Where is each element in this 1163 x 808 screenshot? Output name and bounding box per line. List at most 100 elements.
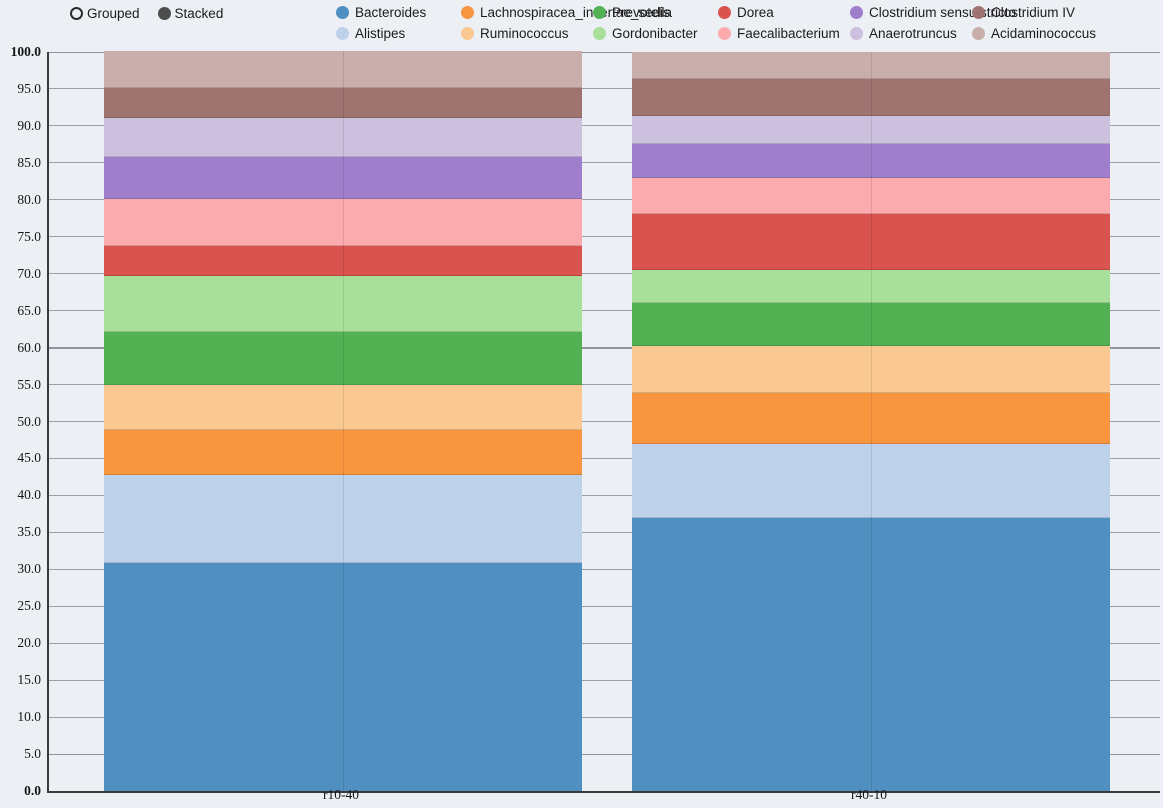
legend-swatch-icon: [850, 27, 863, 40]
y-axis-tick-label: 5.0: [24, 746, 41, 762]
display-mode-group: Grouped Stacked: [70, 6, 223, 21]
segment-divider: [104, 562, 582, 564]
y-axis-tick-label: 30.0: [17, 561, 41, 577]
legend-item-ruminococcus[interactable]: Ruminococcus: [461, 26, 569, 41]
bar-segment[interactable]: [632, 518, 1110, 791]
y-axis-tick-label: 60.0: [17, 339, 41, 355]
bar-midline: [871, 52, 872, 791]
segment-divider: [104, 474, 582, 476]
y-axis-tick-label: 80.0: [17, 191, 41, 207]
mode-stacked-label: Stacked: [174, 6, 224, 21]
gridline: [49, 310, 1160, 312]
legend-label: Faecalibacterium: [737, 26, 840, 41]
legend-swatch-icon: [336, 27, 349, 40]
y-axis-tick-label: 10.0: [17, 709, 41, 725]
gridline: [49, 642, 1160, 644]
legend-swatch-icon: [972, 27, 985, 40]
segment-divider: [632, 212, 1110, 214]
radio-selected-icon[interactable]: [157, 7, 171, 20]
plot-area: [47, 51, 1160, 793]
bar-segment[interactable]: [632, 270, 1110, 304]
gridline: [49, 88, 1160, 90]
legend-label: Alistipes: [355, 26, 406, 41]
gridline: [49, 421, 1160, 422]
legend-label: Bacteroides: [355, 5, 427, 20]
legend-label: Acidaminococcus: [991, 26, 1097, 41]
legend-item-acidaminococcus[interactable]: Acidaminococcus: [972, 26, 1096, 41]
gridline: [49, 568, 1160, 570]
legend-item-dorea[interactable]: Dorea: [718, 5, 774, 20]
gridline: [49, 494, 1160, 496]
segment-divider: [632, 78, 1110, 80]
segment-divider: [632, 392, 1110, 394]
segment-divider: [104, 429, 582, 431]
gridline: [49, 605, 1160, 607]
bar-segment[interactable]: [104, 430, 582, 476]
bar-r10-40[interactable]: [104, 51, 582, 791]
legend-label: Lachnospiracea_incertae_sedis: [480, 5, 670, 20]
x-axis-tick-label: r10-40: [323, 787, 359, 802]
legend-swatch-icon: [593, 6, 606, 19]
legend-item-faecalibacterium[interactable]: Faecalibacterium: [718, 26, 840, 41]
bar-segment[interactable]: [632, 178, 1110, 214]
y-axis-tick-label: 50.0: [17, 413, 41, 429]
x-axis-tick-label: r40-10: [851, 787, 887, 802]
legend-label: Dorea: [737, 5, 774, 20]
bar-segment[interactable]: [104, 332, 582, 385]
bar-segment[interactable]: [104, 563, 582, 791]
legend-item-anaerotruncus[interactable]: Anaerotruncus: [850, 26, 957, 41]
bar-segment[interactable]: [632, 393, 1110, 445]
bar-segment[interactable]: [632, 116, 1110, 144]
y-axis-tick-label: 75.0: [17, 228, 41, 244]
legend-label: Clostridium IV: [991, 5, 1076, 20]
segment-divider: [632, 177, 1110, 179]
chart-toolbar: Grouped Stacked Bacteroides Alistipes Lach…: [0, 0, 1163, 50]
bar-segment[interactable]: [632, 52, 1110, 80]
legend-item-gordonibacter[interactable]: Gordonibacter: [593, 26, 698, 41]
legend-swatch-icon: [972, 6, 985, 19]
segment-divider: [104, 198, 582, 200]
mode-stacked-option[interactable]: Stacked: [157, 6, 224, 21]
legend-item-bacteroides[interactable]: Bacteroides: [336, 5, 426, 20]
legend-item-alistipes[interactable]: Alistipes: [336, 26, 405, 41]
bar-segment[interactable]: [104, 384, 582, 431]
legend-item-prevotella[interactable]: Prevotella: [593, 5, 672, 20]
bar-segment[interactable]: [104, 117, 582, 157]
bar-segment[interactable]: [632, 444, 1110, 519]
bar-segment[interactable]: [632, 346, 1110, 394]
bar-segment[interactable]: [104, 275, 582, 333]
bar-r40-10[interactable]: [632, 52, 1110, 791]
gridline: [49, 199, 1160, 201]
legend-swatch-icon: [850, 6, 863, 19]
legend-item-clostridium-iv[interactable]: Clostridium IV: [972, 5, 1075, 20]
bar-segment[interactable]: [632, 79, 1110, 117]
bar-segment[interactable]: [104, 88, 582, 118]
y-axis-tick-label: 25.0: [17, 598, 41, 614]
y-axis-tick-label: 95.0: [17, 80, 41, 96]
bar-segment[interactable]: [104, 475, 582, 564]
legend-item-lachnospiracea-incertae-sedis[interactable]: Lachnospiracea_incertae_sedis: [461, 5, 670, 20]
y-axis-tick-label: 70.0: [17, 265, 41, 281]
segment-divider: [104, 274, 582, 276]
bar-segment[interactable]: [104, 156, 582, 200]
y-axis-tick-label: 100.0: [10, 44, 41, 59]
bar-segment[interactable]: [104, 246, 582, 276]
segment-divider: [104, 87, 582, 89]
gridline: [49, 236, 1160, 238]
segment-divider: [632, 142, 1110, 144]
bar-segment[interactable]: [632, 143, 1110, 179]
y-axis-tick-label: 85.0: [17, 154, 41, 170]
bar-segment[interactable]: [104, 51, 582, 89]
y-axis-tick-label: 15.0: [17, 672, 41, 688]
gridline: [49, 753, 1160, 756]
bar-segment[interactable]: [632, 303, 1110, 347]
y-axis-tick-label: 65.0: [17, 302, 41, 318]
radio-unselected-icon[interactable]: [70, 7, 83, 20]
bar-segment[interactable]: [104, 199, 582, 247]
mode-grouped-option[interactable]: Grouped: [70, 6, 140, 21]
bar-segment[interactable]: [632, 213, 1110, 270]
segment-divider: [104, 383, 582, 385]
gridline: [49, 531, 1160, 533]
legend-swatch-icon: [461, 27, 474, 40]
